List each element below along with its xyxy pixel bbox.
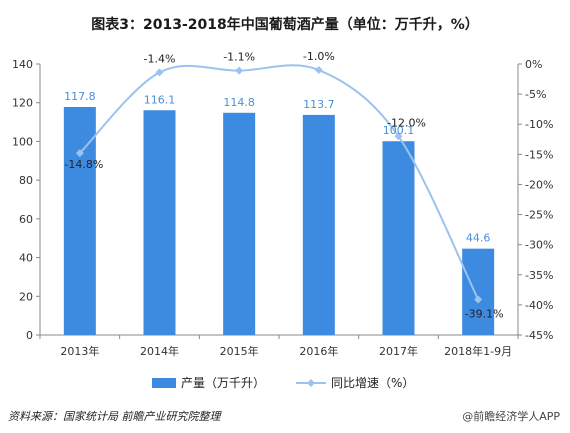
right-tick-label: -45%: [525, 329, 553, 342]
right-tick-label: -40%: [525, 299, 553, 312]
bar-value-label: 116.1: [144, 93, 176, 106]
right-tick-label: -25%: [525, 209, 553, 222]
bar: [63, 106, 96, 335]
x-tick-label: 2018年1-9月: [444, 344, 512, 358]
left-tick-label: 60: [19, 213, 33, 226]
data-labels: 117.8 116.1 114.8 113.7 100.1 44.6 -14.8% -1.4%…: [64, 50, 504, 320]
x-tick-label: 2017年: [379, 344, 418, 358]
growth-value-label: -12.0%: [387, 116, 426, 129]
bar-value-label: 44.6: [466, 232, 491, 245]
left-tick-label: 40: [19, 252, 33, 265]
left-tick-label: 80: [19, 174, 33, 187]
legend-line-label: 同比增速（%）: [331, 376, 414, 390]
growth-point: [314, 66, 323, 75]
growth-point: [155, 68, 164, 77]
legend-bar-swatch: [152, 378, 176, 388]
bar-value-label: 117.8: [64, 90, 96, 103]
right-tick-label: -20%: [525, 178, 553, 191]
left-tick-label: 140: [12, 58, 33, 71]
growth-value-label: -1.4%: [144, 52, 176, 65]
left-tick-label: 100: [12, 135, 33, 148]
x-tick-label: 2015年: [220, 344, 259, 358]
growth-value-label: -39.1%: [465, 307, 504, 320]
axes: 0 20 40 60 80 100 120 140 0% -5% -10% -15% -20% -25% -…: [12, 58, 553, 358]
growth-value-label: -1.1%: [223, 51, 255, 64]
credit-text: @前瞻经济学人APP: [462, 410, 560, 423]
x-tick-label: 2014年: [140, 344, 179, 358]
bar: [223, 112, 256, 335]
growth-value-label: -1.0%: [303, 50, 335, 63]
bars: [63, 106, 495, 335]
bar: [382, 141, 415, 335]
legend-bar-label: 产量（万千升）: [181, 376, 265, 390]
chart-title: 图表3：2013-2018年中国葡萄酒产量（单位：万千升，%）: [91, 17, 479, 33]
right-tick-label: -5%: [525, 88, 546, 101]
growth-line-path: [79, 64, 480, 300]
left-tick-label: 20: [19, 290, 33, 303]
bar-value-label: 100.1: [383, 124, 415, 137]
bar: [462, 248, 495, 335]
left-tick-label: 120: [12, 97, 33, 110]
growth-point: [474, 295, 483, 304]
bar: [143, 110, 176, 335]
left-tick-label: 0: [26, 329, 33, 342]
bar-value-label: 114.8: [223, 96, 255, 109]
legend: 产量（万千升） 同比增速（%）: [152, 376, 414, 390]
right-tick-label: -15%: [525, 148, 553, 161]
legend-line-marker: [307, 379, 315, 387]
right-tick-label: -35%: [525, 269, 553, 282]
x-tick-label: 2013年: [60, 344, 99, 358]
source-note: 资料来源：国家统计局 前瞻产业研究院整理: [8, 410, 221, 423]
growth-point: [235, 66, 244, 75]
growth-point: [394, 132, 403, 141]
growth-point: [75, 149, 84, 158]
growth-value-label: -14.8%: [64, 158, 103, 171]
x-tick-label: 2016年: [299, 344, 338, 358]
right-tick-label: -10%: [525, 118, 553, 131]
bar: [302, 114, 335, 335]
growth-line: [75, 64, 483, 304]
right-tick-label: 0%: [525, 58, 542, 71]
right-tick-label: -30%: [525, 239, 553, 252]
bar-value-label: 113.7: [303, 98, 335, 111]
